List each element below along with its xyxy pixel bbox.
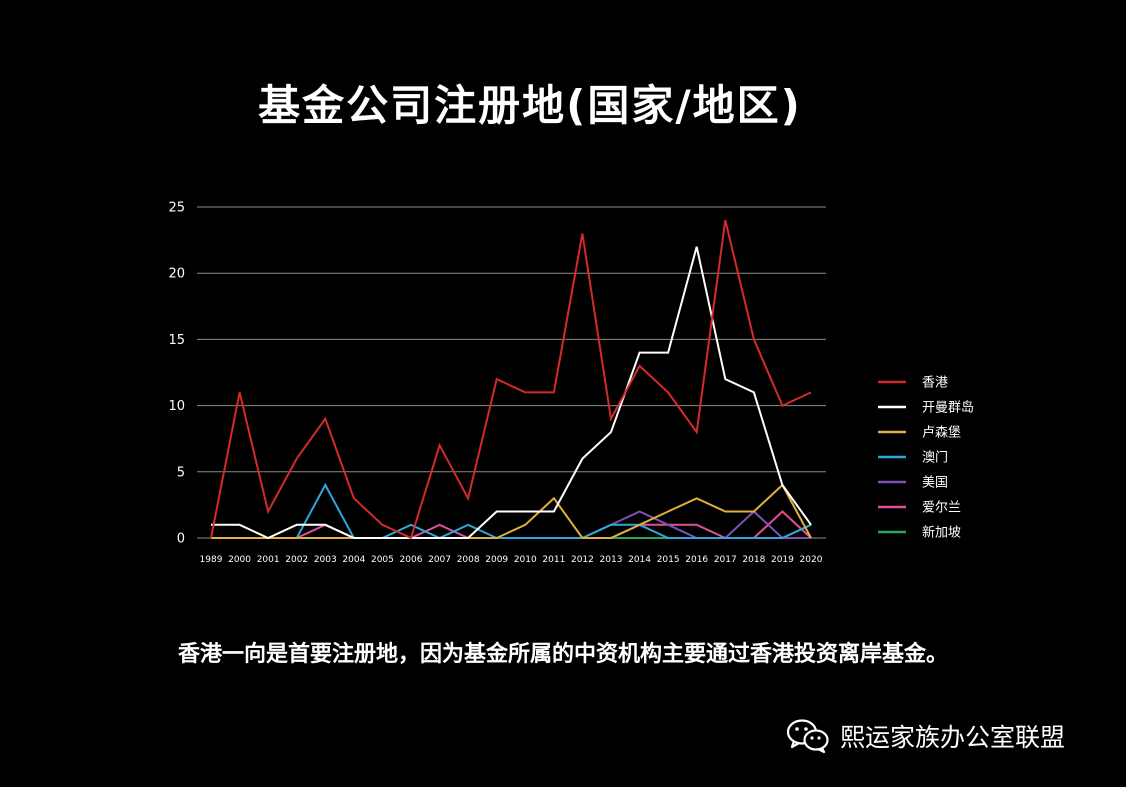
x-tick-label: 2018	[742, 555, 765, 565]
x-tick-label: 2020	[800, 555, 823, 565]
wechat-icon	[786, 719, 829, 754]
x-tick-label: 2008	[457, 555, 480, 565]
x-tick-label: 2011	[542, 555, 565, 565]
y-tick-label: 25	[168, 201, 185, 216]
watermark: 熙运家族办公室联盟	[786, 718, 1065, 754]
x-tick-label: 2009	[485, 555, 508, 565]
legend-label: 美国	[922, 476, 948, 491]
x-tick-label: 2000	[228, 555, 251, 565]
grid-lines	[197, 206, 826, 539]
y-tick-label: 5	[177, 465, 185, 480]
legend-label: 新加坡	[922, 525, 961, 541]
legend-label: 卢森堡	[922, 425, 961, 441]
y-axis-ticks: 0 5 10 15 20 25	[168, 201, 185, 547]
series-line-澳门	[211, 482, 812, 540]
y-tick-label: 15	[168, 333, 185, 348]
legend-label: 开曼群岛	[922, 400, 974, 416]
legend-label: 香港	[922, 376, 948, 391]
x-tick-label: 2015	[657, 555, 680, 565]
x-tick-label: 2007	[428, 555, 451, 565]
x-tick-label: 2012	[571, 555, 594, 565]
chart-title: 基金公司注册地(国家/地区)	[258, 81, 802, 130]
series-line-卢森堡	[211, 483, 812, 539]
x-tick-label: 1989	[200, 555, 223, 565]
x-tick-label: 2006	[400, 555, 423, 565]
x-tick-label: 2019	[771, 555, 794, 565]
x-tick-label: 2010	[514, 555, 537, 565]
y-tick-label: 0	[177, 532, 185, 547]
series-line-开曼群岛	[211, 246, 812, 540]
x-tick-label: 2001	[257, 555, 280, 565]
x-tick-label: 2005	[371, 555, 394, 565]
x-tick-label: 2003	[314, 555, 337, 565]
x-axis-ticks: 1989 2000 2001 2002 2003 2004 2005 2006 2007 2008…	[200, 555, 823, 565]
legend-label: 澳门	[922, 450, 948, 466]
y-tick-label: 10	[168, 399, 185, 414]
x-tick-label: 2014	[628, 555, 651, 565]
y-tick-label: 20	[168, 267, 185, 282]
series-lines	[210, 219, 812, 540]
x-tick-label: 2002	[285, 555, 308, 565]
series-line-香港	[210, 219, 812, 540]
x-tick-label: 2013	[600, 555, 623, 565]
x-tick-label: 2017	[714, 555, 737, 565]
caption: 香港一向是首要注册地，因为基金所属的中资机构主要通过香港投资离岸基金。	[177, 642, 948, 667]
x-tick-label: 2016	[685, 555, 708, 565]
legend-label: 爱尔兰	[922, 501, 961, 516]
x-tick-label: 2004	[342, 555, 365, 565]
watermark-text: 熙运家族办公室联盟	[840, 723, 1066, 752]
